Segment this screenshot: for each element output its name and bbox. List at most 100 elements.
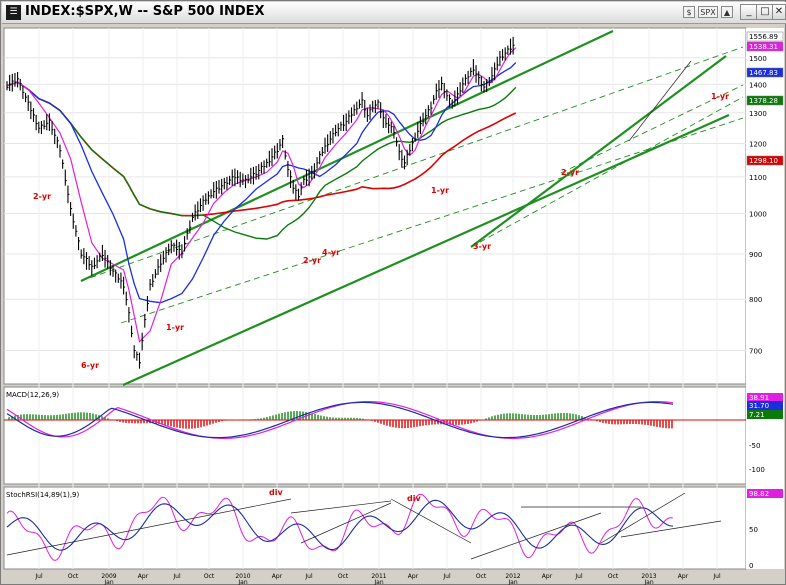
channel-line: [120, 117, 744, 324]
time-axis-sublabel: Jan: [237, 579, 247, 585]
channel-line: [122, 113, 730, 387]
price-tick-label: 900: [749, 251, 762, 259]
time-axis-label: Apr: [678, 573, 689, 580]
time-axis-label: Jul: [172, 573, 181, 580]
stochrsi-indicator: StochRSI(14,89(1),9) 0 50 div div 98.82: [6, 488, 783, 570]
time-axis-label: 2011: [371, 573, 386, 580]
time-axis-label: 2013: [641, 573, 656, 580]
price-bars: [6, 36, 515, 369]
trendline: [628, 60, 692, 142]
stochrsi-tick-label: 50: [749, 526, 758, 534]
close-button[interactable]: ✕: [772, 4, 786, 20]
value-tag-box: [746, 155, 784, 166]
channel-line: [80, 46, 744, 282]
time-axis-sublabel: Jan: [507, 579, 517, 585]
time-axis-label: Jul: [574, 573, 583, 580]
time-axis-label: 2012: [505, 573, 520, 580]
app-icon: ☰: [6, 5, 21, 20]
cycle-label: 4-yr: [322, 248, 340, 257]
price-tick-label: 1400: [749, 81, 767, 89]
macd-line: [6, 401, 674, 439]
value-tag-text: 1298.10: [749, 157, 778, 165]
stochrsi-line: [6, 493, 674, 562]
price-panel: [3, 27, 747, 385]
price-tick-label: 1300: [749, 110, 767, 118]
value-tag-text: 1556.89: [749, 33, 778, 41]
time-axis-label: Jul: [304, 573, 313, 580]
time-axis-label: Oct: [68, 573, 79, 580]
value-tag-text: 1467.83: [749, 69, 778, 77]
stochrsi-panel: [3, 486, 747, 570]
time-axis-sublabel: Jan: [373, 579, 383, 585]
chart-area: 700 800 900 1000 1100 1200 1300 1400 1500 2-yr 6-…: [3, 27, 784, 585]
stochrsi-trendline: [470, 512, 602, 560]
stochrsi-trendline: [300, 502, 392, 544]
time-axis-label: Oct: [608, 573, 619, 580]
time-axis-label: Apr: [272, 573, 283, 580]
trend-channels: [80, 30, 744, 387]
time-axis-label: Jul: [34, 573, 43, 580]
cycle-label: 2-yr: [303, 256, 321, 265]
time-axis-label: Oct: [476, 573, 487, 580]
price-tick-label: 1200: [749, 141, 767, 149]
stochrsi-title: StochRSI(14,89(1),9): [6, 491, 79, 499]
macd-value-tag-text: 31.70: [749, 402, 769, 410]
value-tag-box: [746, 31, 784, 42]
macd-tick-label: -100: [749, 466, 765, 474]
time-axis-label: 2010: [235, 573, 250, 580]
value-tag-box: [746, 95, 784, 106]
cycle-label: 3-yr: [473, 242, 491, 251]
stochrsi-value-tag-box: [747, 489, 783, 498]
cycle-label: 1-yr: [711, 92, 729, 101]
cycle-label: 2-yr: [561, 168, 579, 177]
right-axis-strip: [746, 28, 784, 569]
time-axis-label: Apr: [408, 573, 419, 580]
cycle-label: 1-yr: [431, 186, 449, 195]
price-tick-label: 800: [749, 296, 762, 304]
stochrsi-value-tag-text: 98.82: [749, 490, 769, 498]
toolbar-button-arrow[interactable]: ▲: [721, 6, 733, 18]
time-axis-sublabel: Jan: [643, 579, 653, 585]
time-axis-label: Jul: [712, 573, 721, 580]
price-axis: 700 800 900 1000 1100 1200 1300 1400 1500: [749, 55, 767, 356]
cycle-annotations: 2-yr6-yr1-yr2-yr4-yr1-yr3-yr2-yr1-yr: [33, 92, 729, 370]
stochrsi-tick-label: 0: [749, 562, 753, 570]
stochrsi-signal-line: [6, 499, 674, 551]
macd-value-tag-box: [747, 401, 783, 410]
price-tick-label: 1000: [749, 211, 767, 219]
value-tag-box: [746, 67, 784, 78]
macd-value-tag-box: [747, 410, 783, 419]
title-bar[interactable]: ☰ INDEX:$SPX,W -- S&P 500 INDEX $ SPX ▲ …: [2, 2, 786, 24]
cycle-label: 6-yr: [81, 361, 99, 370]
price-tick-label: 1100: [749, 174, 767, 182]
time-axis-label: Jul: [442, 573, 451, 580]
price-value-tags: 1556.89 1538.31 1467.83 1378.28 1298.10: [746, 31, 784, 166]
macd-title: MACD(12,26,9): [6, 391, 59, 399]
stochrsi-trendline: [620, 520, 722, 538]
time-axis-label: Oct: [338, 573, 349, 580]
window-title: INDEX:$SPX,W -- S&P 500 INDEX: [25, 4, 265, 19]
stochrsi-trendline: [290, 500, 392, 514]
price-tick-label: 700: [749, 348, 762, 356]
value-tag-text: 1538.31: [749, 43, 778, 51]
time-axis-label: Apr: [138, 573, 149, 580]
time-axis-label: 2009: [101, 573, 116, 580]
price-tick-label: 1500: [749, 55, 767, 63]
macd-value-tag-text: 7.21: [749, 411, 765, 419]
cycle-label: 2-yr: [33, 192, 51, 201]
toolbar-button-dollar[interactable]: $: [683, 6, 695, 18]
time-axis-sublabel: Jan: [103, 579, 113, 585]
ma-green-line: [6, 81, 517, 240]
toolbar-button-symbol[interactable]: SPX: [698, 6, 718, 18]
macd-value-tag-text: 38.91: [749, 394, 769, 402]
stochrsi-trendline: [390, 498, 472, 544]
value-tag-text: 1378.28: [749, 97, 778, 105]
divergence-label: div: [269, 488, 283, 497]
time-axis-label: Apr: [542, 573, 553, 580]
macd-value-tag-box: [747, 393, 783, 402]
channel-line: [80, 30, 614, 282]
value-tag-box: [746, 41, 784, 52]
cycle-label: 1-yr: [166, 323, 184, 332]
